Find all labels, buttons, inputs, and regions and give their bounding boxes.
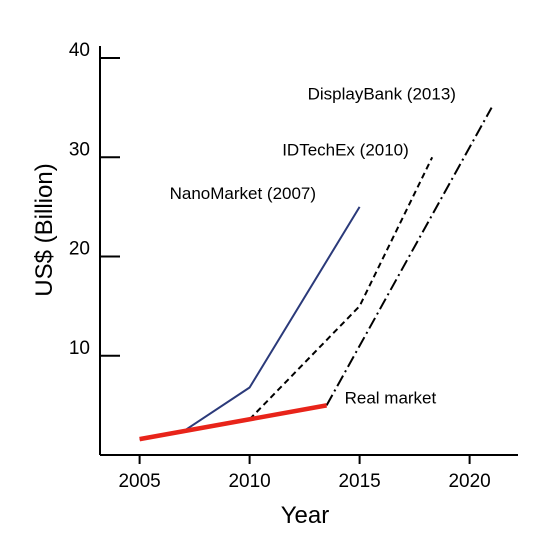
series-labels: NanoMarket (2007) IDTechEx (2010) DisplayB… [170, 85, 456, 408]
x-axis-title: Year [281, 502, 330, 529]
x-tick-label: 2015 [338, 471, 380, 492]
ticks: 2005 2010 2015 2020 10 20 30 40 [69, 40, 491, 492]
x-tick-label: 2020 [448, 471, 490, 492]
series-label-displaybank-2013: DisplayBank (2013) [308, 85, 456, 104]
axes [99, 46, 518, 456]
y-axis-title: US$ (Billion) [31, 163, 58, 296]
series-label-idtechex-2010: IDTechEx (2010) [282, 140, 409, 159]
x-tick-label: 2010 [228, 471, 270, 492]
series-label-real-market: Real market [345, 388, 437, 407]
series-lines [139, 107, 493, 442]
series-line-idtechex-2010 [248, 156, 434, 420]
y-tick-label: 30 [69, 139, 90, 160]
y-tick-label: 20 [69, 239, 90, 260]
x-tick-label: 2005 [118, 471, 160, 492]
series-line-real-market [139, 403, 327, 442]
y-tick-label: 40 [69, 40, 90, 61]
y-tick-label: 10 [69, 338, 90, 359]
series-line-displaybank-2013 [325, 107, 493, 406]
series-label-nanomarket-2007: NanoMarket (2007) [170, 184, 316, 203]
